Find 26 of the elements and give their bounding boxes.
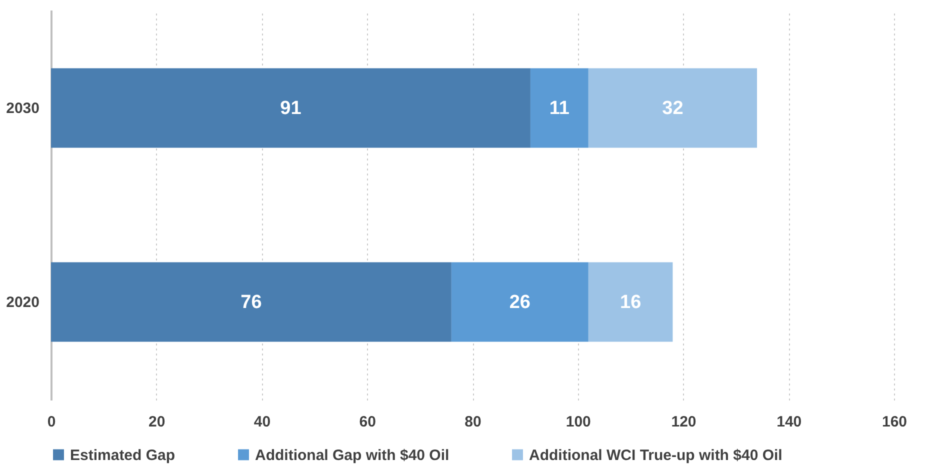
y-tick-label: 2020 [6,294,40,312]
x-tick-label: 40 [254,414,271,430]
data-label: 26 [509,292,530,314]
bar [530,68,588,148]
bar [451,262,588,342]
bar [588,68,758,148]
legend-label: Additional Gap with $40 Oil [255,446,450,464]
x-tick-label: 160 [882,414,908,430]
data-label: 16 [620,292,642,314]
data-label: 91 [280,98,302,119]
x-tick-label: 0 [47,414,56,430]
bar [51,262,452,342]
y-tick-label: 2030 [6,100,40,117]
x-tick-label: 20 [148,414,166,430]
x-tick-label: 140 [776,414,802,430]
x-tick-label: 120 [671,414,696,430]
data-label: 11 [549,98,570,119]
bar [51,68,530,148]
legend-label: Additional WCI True-up with $40 Oil [529,446,782,464]
x-tick-label: 100 [566,414,591,430]
x-tick-label: 80 [464,414,482,430]
x-tick-label: 60 [359,414,376,430]
data-label: 76 [240,292,262,314]
data-label: 32 [662,98,684,119]
bar [588,262,673,342]
legend-label: Estimated Gap [70,446,176,464]
